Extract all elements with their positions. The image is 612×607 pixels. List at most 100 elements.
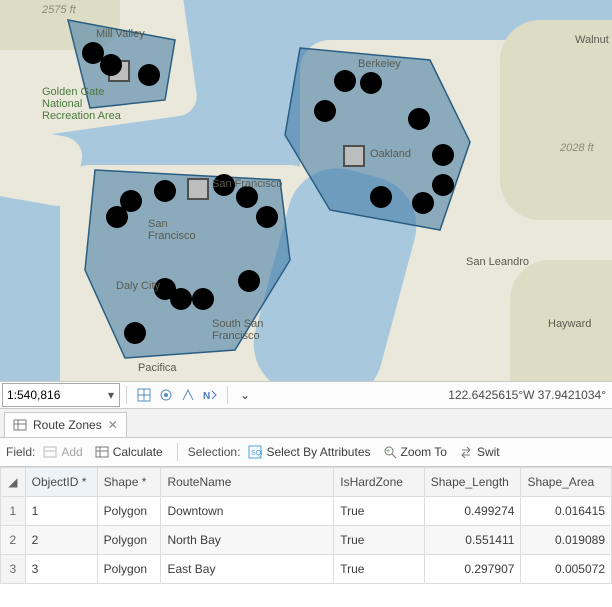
attribute-table: ◢ ObjectID * Shape * RouteName IsHardZon… [0,467,612,584]
place-label: San Francisco [212,178,282,190]
map-point [124,322,146,344]
map-point [360,72,382,94]
zoom-to-button[interactable]: + Zoom To [379,443,451,461]
place-label: South San Francisco [212,318,263,342]
place-label: San Francisco [148,218,196,242]
place-label: Berkeley [358,58,401,70]
place-label: Mill Valley [96,28,145,40]
zone-anchor [187,178,209,200]
svg-text:SQL: SQL [251,450,262,457]
place-label: Daly City [116,280,160,292]
col-header-routename[interactable]: RouteName [161,468,334,497]
row-selector-header[interactable]: ◢ [1,468,26,497]
snapping-icon[interactable] [157,386,175,404]
separator [126,386,127,404]
add-field-label: Add [61,445,82,459]
map-point [238,270,260,292]
svg-text:N: N [203,391,210,402]
cell-objectid[interactable]: 2 [25,526,97,555]
map-point [106,206,128,228]
map-point [154,180,176,202]
map-viewport[interactable]: 2575 ft 2028 ft Mill Valley Golden Gate … [0,0,612,382]
switch-label: Swit [477,445,500,459]
separator [177,443,178,461]
add-field-button[interactable]: Add [39,443,86,461]
map-point [192,288,214,310]
elevation-label: 2575 ft [42,4,76,16]
scale-input[interactable] [3,386,103,404]
cell-objectid[interactable]: 1 [25,497,97,526]
map-point [170,288,192,310]
separator [227,386,228,404]
cell-shapearea[interactable]: 0.019089 [521,526,612,555]
calculate-icon [95,445,109,459]
map-point [334,70,356,92]
scale-selector[interactable]: ▾ [2,383,120,407]
cell-routename[interactable]: East Bay [161,555,334,584]
chevron-down-icon[interactable]: ▾ [103,388,119,402]
map-point [432,144,454,166]
cell-shape[interactable]: Polygon [97,555,161,584]
map-point [412,192,434,214]
cell-shapelength[interactable]: 0.551411 [424,526,521,555]
place-label: Hayward [548,318,591,330]
calculate-label: Calculate [113,445,163,459]
grid-icon[interactable] [135,386,153,404]
cell-ishardzone[interactable]: True [334,497,425,526]
cell-objectid[interactable]: 3 [25,555,97,584]
table-row[interactable]: 33PolygonEast BayTrue0.2979070.005072 [1,555,612,584]
switch-selection-button[interactable]: Swit [455,443,504,461]
map-point [138,64,160,86]
selection-section-label: Selection: [188,445,241,459]
col-header-shapelength[interactable]: Shape_Length [424,468,521,497]
map-point [370,186,392,208]
col-header-shape[interactable]: Shape * [97,468,161,497]
select-by-attributes-button[interactable]: SQL Select By Attributes [244,443,374,461]
place-label: Oakland [370,148,411,160]
table-tab-bar: Route Zones ✕ [0,409,612,438]
tab-label: Route Zones [33,418,102,432]
col-header-ishardzone[interactable]: IsHardZone [334,468,425,497]
cell-routename[interactable]: North Bay [161,526,334,555]
row-number[interactable]: 1 [1,497,26,526]
table-row[interactable]: 11PolygonDowntownTrue0.4992740.016415 [1,497,612,526]
map-point [314,100,336,122]
sql-icon: SQL [248,445,262,459]
cell-shapelength[interactable]: 0.499274 [424,497,521,526]
correction-icon[interactable]: N [201,386,219,404]
row-number[interactable]: 3 [1,555,26,584]
tab-route-zones[interactable]: Route Zones ✕ [4,412,127,437]
svg-text:+: + [386,448,390,455]
place-label: Golden Gate National Recreation Area [42,86,121,122]
zoom-icon: + [383,445,397,459]
table-icon [13,418,27,432]
zone-anchor [343,145,365,167]
constraints-icon[interactable] [179,386,197,404]
cell-shapearea[interactable]: 0.005072 [521,555,612,584]
row-number[interactable]: 2 [1,526,26,555]
select-by-attributes-label: Select By Attributes [266,445,370,459]
map-point [408,108,430,130]
field-section-label: Field: [6,445,35,459]
table-row[interactable]: 22PolygonNorth BayTrue0.5514110.019089 [1,526,612,555]
cell-routename[interactable]: Downtown [161,497,334,526]
cell-ishardzone[interactable]: True [334,555,425,584]
col-header-objectid[interactable]: ObjectID * [25,468,97,497]
switch-icon [459,445,473,459]
cell-shapelength[interactable]: 0.297907 [424,555,521,584]
close-icon[interactable]: ✕ [108,418,118,432]
cell-ishardzone[interactable]: True [334,526,425,555]
table-header-row: ◢ ObjectID * Shape * RouteName IsHardZon… [1,468,612,497]
calculate-button[interactable]: Calculate [91,443,167,461]
chevron-down-icon[interactable]: ⌄ [236,386,254,404]
elevation-label: 2028 ft [560,142,594,154]
cell-shape[interactable]: Polygon [97,497,161,526]
place-label: Walnut [575,34,609,46]
place-label: Pacifica [138,362,177,374]
cell-shape[interactable]: Polygon [97,526,161,555]
cell-shapearea[interactable]: 0.016415 [521,497,612,526]
status-bar: ▾ N ⌄ 122.6425615°W 37.9421034° [0,382,612,409]
zoom-to-label: Zoom To [401,445,447,459]
land-mass [500,20,612,220]
col-header-shapearea[interactable]: Shape_Area [521,468,612,497]
